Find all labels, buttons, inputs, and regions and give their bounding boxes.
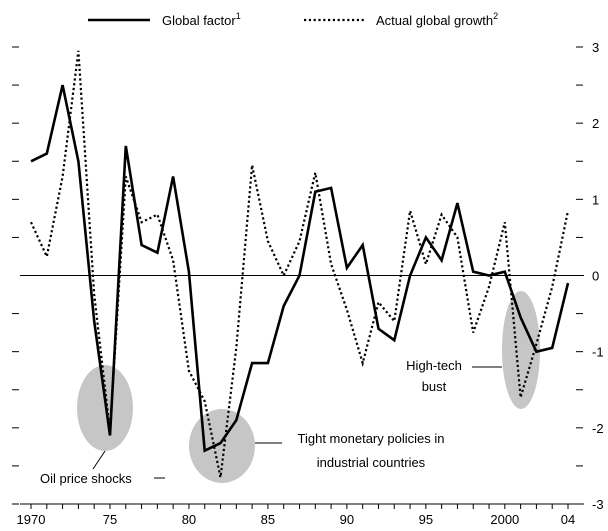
legend: Global factor1 Actual global growth2	[88, 11, 498, 28]
y-tick-label: 1	[592, 192, 599, 207]
global-factor-line	[30, 84, 570, 453]
x-tick-label: 2000	[490, 512, 519, 527]
x-tick-label: 90	[340, 512, 354, 527]
hightech-highlight	[502, 291, 540, 409]
highlight-ellipses	[77, 291, 540, 483]
x-tick-label: 95	[419, 512, 433, 527]
hightech-label-line2: bust	[422, 379, 447, 394]
x-tick-label: 75	[103, 512, 117, 527]
y-tick-label: 2	[592, 116, 599, 131]
oil-label: Oil price shocks	[40, 471, 132, 486]
x-tick-label: 04	[561, 512, 575, 527]
legend-label: Actual global growth2	[376, 11, 498, 28]
tight-money-highlight	[189, 409, 255, 483]
tight-label-line2: industrial countries	[317, 455, 426, 470]
y-tick-label: -1	[592, 345, 604, 360]
legend-label: Global factor1	[162, 11, 241, 28]
hightech-label-line1: High-tech	[406, 358, 462, 373]
x-tick-label: 80	[182, 512, 196, 527]
annotations: Oil price shocks Tight monetary policies …	[40, 358, 502, 486]
tight-label-line1: Tight monetary policies in	[298, 431, 445, 446]
x-tick-label: 1970	[17, 512, 46, 527]
actual-global-growth-line	[30, 50, 570, 478]
series-layer	[30, 50, 570, 478]
y-tick-label: -2	[592, 421, 604, 436]
y-tick-label: 0	[592, 269, 599, 284]
x-tick-label: 85	[261, 512, 275, 527]
y-tick-label: -3	[592, 497, 604, 512]
y-tick-label: 3	[592, 40, 599, 55]
oil-leader-line	[92, 450, 106, 470]
axes: -3 -2 -1 0 1 2 3 1970 75 80 85 90 95 2000 04	[12, 40, 604, 527]
